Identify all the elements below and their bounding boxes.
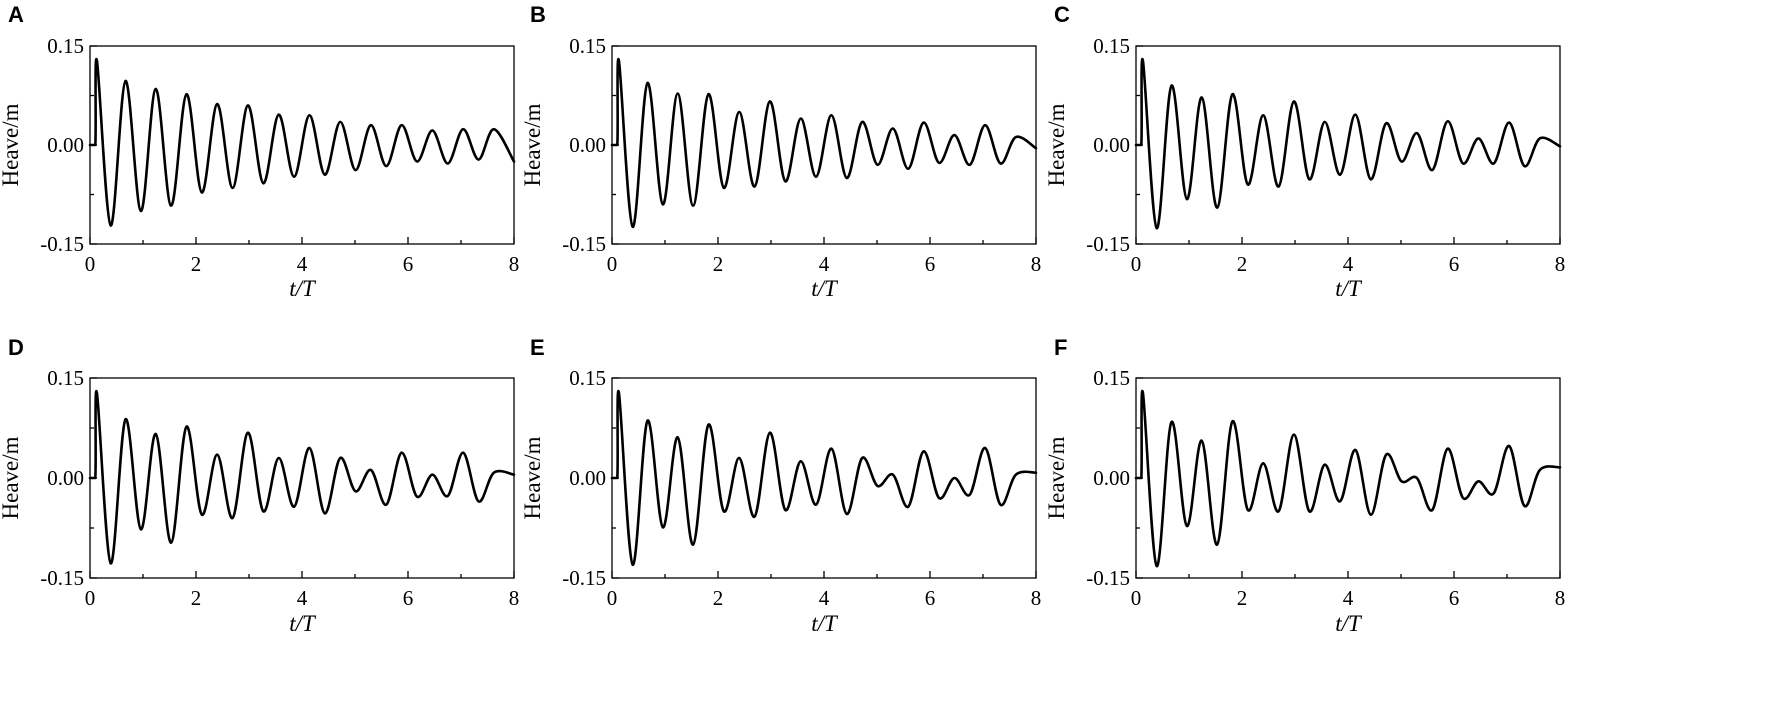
panel-letter: C [1054,2,1070,27]
x-tick-label: 4 [819,586,830,610]
heave-series-line [88,389,516,565]
x-axis-title: t/T [811,611,839,636]
x-tick-label: 2 [713,586,724,610]
heave-series-line [610,57,1038,229]
y-tick-label: 0.00 [47,133,84,157]
y-axis-title: Heave/m [0,103,23,186]
x-tick-label: 4 [1343,252,1354,276]
y-axis-title: Heave/m [1044,103,1069,186]
chart-panel-a: A 0 2 4 6 8 0.15 0.00 -0.15 Heave/m t/T [0,2,519,301]
y-tick-label: 0.15 [47,366,84,390]
x-tick-label: 6 [925,252,936,276]
x-tick-label: 2 [1237,586,1248,610]
x-tick-label: 8 [509,252,520,276]
panel-letter: D [8,335,24,360]
y-tick-label: 0.00 [1093,133,1130,157]
x-tick-label: 6 [1449,252,1460,276]
x-tick-label: 8 [1555,252,1566,276]
x-tick-label: 6 [403,586,414,610]
y-axis-title: Heave/m [520,103,545,186]
x-tick-label: 0 [1131,252,1142,276]
chart-panel-e: E 0 2 4 6 8 0.15 0.00 -0.15 Heave/m t/T [520,335,1041,636]
heave-series-line [1134,389,1562,568]
x-tick-label: 8 [1031,586,1042,610]
y-tick-label: 0.00 [569,466,606,490]
x-tick-label: 4 [819,252,830,276]
heave-series-line [88,57,516,227]
y-tick-label: 0.15 [569,366,606,390]
x-tick-label: 8 [1031,252,1042,276]
chart-panel-b: B 0 2 4 6 8 0.15 0.00 -0.15 Heave/m t/T [520,2,1041,301]
y-tick-label: -0.15 [562,566,606,590]
x-tick-label: 4 [297,586,308,610]
y-tick-label: -0.15 [1086,232,1130,256]
x-tick-label: 4 [1343,586,1354,610]
x-tick-label: 0 [607,586,618,610]
x-tick-label: 8 [1555,586,1566,610]
x-tick-label: 6 [1449,586,1460,610]
y-axis-title: Heave/m [0,436,23,519]
y-tick-label: 0.00 [47,466,84,490]
panel-letter: A [8,2,24,27]
x-tick-label: 2 [191,252,202,276]
y-axis-title: Heave/m [1044,436,1069,519]
x-tick-label: 2 [713,252,724,276]
panel-letter: F [1054,335,1067,360]
x-tick-label: 0 [85,586,96,610]
x-tick-label: 0 [1131,586,1142,610]
x-tick-label: 2 [1237,252,1248,276]
y-tick-label: -0.15 [40,566,84,590]
y-tick-label: 0.15 [1093,366,1130,390]
y-tick-label: 0.15 [47,34,84,58]
x-axis-title: t/T [811,276,839,301]
x-tick-label: 2 [191,586,202,610]
panel-letter: B [530,2,546,27]
y-tick-label: 0.15 [1093,34,1130,58]
heave-series-line [1134,57,1562,230]
x-tick-label: 6 [403,252,414,276]
x-tick-label: 0 [85,252,96,276]
y-tick-label: 0.00 [1093,466,1130,490]
chart-panel-d: D 0 2 4 6 8 0.15 0.00 -0.15 Heave/m t/T [0,335,519,636]
y-tick-label: -0.15 [40,232,84,256]
panel-letter: E [530,335,545,360]
chart-panel-f: F 0 2 4 6 8 0.15 0.00 -0.15 Heave/m t/T [1044,335,1565,636]
chart-panel-c: C 0 2 4 6 8 0.15 0.00 -0.15 Heave/m t/T [1044,2,1565,301]
y-tick-label: 0.00 [569,133,606,157]
x-axis-title: t/T [1335,276,1363,301]
heave-series-line [610,389,1038,566]
x-axis-title: t/T [1335,611,1363,636]
x-tick-label: 0 [607,252,618,276]
x-axis-title: t/T [289,276,317,301]
y-tick-label: 0.15 [569,34,606,58]
x-tick-label: 8 [509,586,520,610]
y-tick-label: -0.15 [1086,566,1130,590]
x-tick-label: 6 [925,586,936,610]
y-tick-label: -0.15 [562,232,606,256]
x-tick-label: 4 [297,252,308,276]
y-axis-title: Heave/m [520,436,545,519]
x-axis-title: t/T [289,611,317,636]
